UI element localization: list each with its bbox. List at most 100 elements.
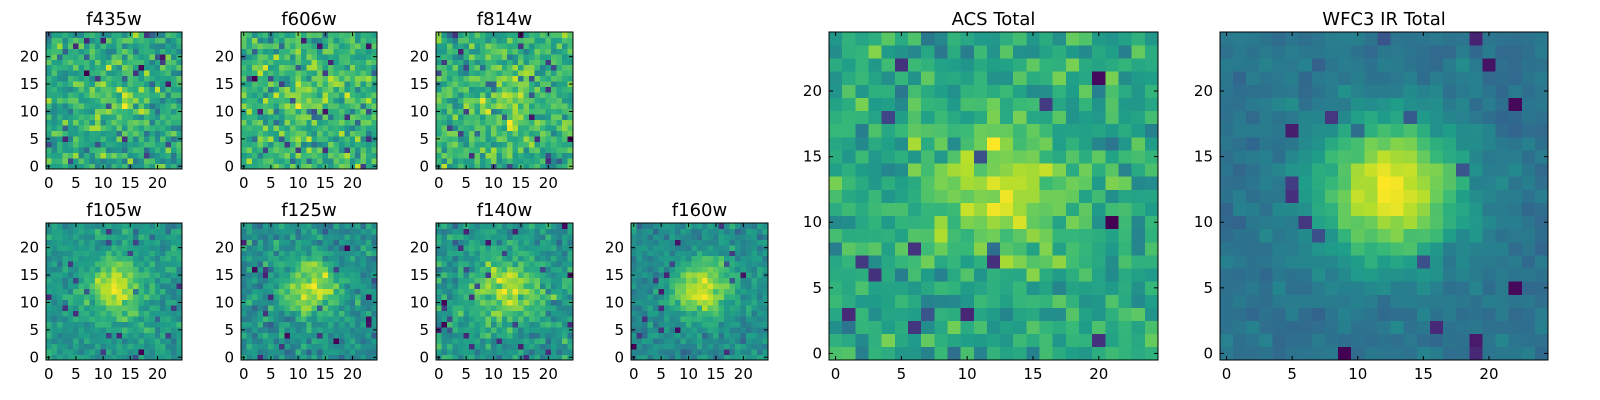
heatmap-cell <box>300 299 307 306</box>
heatmap-cell <box>746 261 752 268</box>
heatmap-cell <box>647 349 654 355</box>
heatmap-cell <box>154 272 161 279</box>
heatmap-cell <box>300 327 307 333</box>
heatmap-cell <box>333 354 340 361</box>
heatmap-cell <box>268 97 274 104</box>
heatmap-cell <box>111 255 118 262</box>
heatmap-cell <box>355 294 362 301</box>
heatmap-cell <box>680 305 687 312</box>
heatmap-cell <box>713 310 720 317</box>
heatmap-cell <box>371 130 378 137</box>
heatmap-cell <box>251 70 258 77</box>
heatmap-cell <box>165 147 172 153</box>
heatmap-cell <box>317 125 323 131</box>
heatmap-cell <box>647 343 654 350</box>
heatmap-cell <box>349 266 356 273</box>
heatmap-cell <box>713 250 720 257</box>
heatmap-cell <box>496 283 503 290</box>
heatmap-cell <box>300 42 307 49</box>
heatmap-cell <box>718 343 725 350</box>
heatmap-cell <box>122 81 128 88</box>
heatmap-cell <box>149 305 156 312</box>
heatmap-cell <box>523 86 530 93</box>
heatmap-cell <box>960 294 975 308</box>
heatmap-cell <box>1013 346 1027 361</box>
heatmap-cell <box>751 343 758 350</box>
heatmap-cell <box>485 343 492 350</box>
heatmap-cell <box>641 299 648 306</box>
heatmap-cell <box>947 333 961 348</box>
heatmap-cell <box>452 125 459 131</box>
heatmap-cell <box>446 141 453 148</box>
heatmap-cell <box>160 310 167 317</box>
heatmap-cell <box>116 255 123 262</box>
heatmap-cell <box>251 59 258 66</box>
heatmap-cell <box>751 261 758 268</box>
heatmap-cell <box>1105 228 1119 243</box>
heatmap-cell <box>317 266 323 273</box>
heatmap-cell <box>176 125 183 131</box>
heatmap-cell <box>251 119 258 126</box>
heatmap-cell <box>105 321 112 328</box>
heatmap-cell <box>762 310 769 317</box>
heatmap-cell <box>463 114 470 121</box>
heatmap-cell <box>322 261 329 268</box>
heatmap-cell <box>317 349 323 355</box>
heatmap-cell <box>1118 202 1133 217</box>
heatmap-cell <box>246 37 253 44</box>
heatmap-cell <box>523 327 530 333</box>
heatmap-cell <box>111 305 118 312</box>
heatmap-cell <box>366 327 372 333</box>
heatmap-cell <box>366 125 372 131</box>
heatmap-cell <box>512 75 519 82</box>
heatmap-cell <box>702 250 709 257</box>
heatmap-cell <box>551 277 557 284</box>
heatmap-cell <box>441 250 448 257</box>
heatmap-cell <box>512 228 519 235</box>
heatmap-cell <box>149 70 156 77</box>
heatmap-cell <box>251 163 258 170</box>
heatmap-cell <box>355 354 362 361</box>
heatmap-cell <box>100 86 107 93</box>
heatmap-cell <box>371 228 378 235</box>
x-tick-label: 10 <box>94 174 113 192</box>
heatmap-cell <box>273 305 280 312</box>
heatmap-cell <box>89 283 96 290</box>
heatmap-cell <box>663 261 670 268</box>
heatmap-cell <box>540 81 546 88</box>
heatmap-cell <box>441 305 448 312</box>
y-tick-label: 15 <box>410 266 429 284</box>
heatmap-cell <box>636 255 643 262</box>
heatmap-cell <box>360 75 367 82</box>
heatmap-cell <box>523 158 530 164</box>
heatmap-cell <box>127 103 134 110</box>
heatmap-cell <box>518 261 525 268</box>
y-tick-label: 0 <box>614 348 624 366</box>
heatmap-cell <box>1092 176 1106 190</box>
heatmap-cell <box>171 103 177 110</box>
heatmap-cell <box>545 136 552 142</box>
heatmap-cell <box>707 299 714 306</box>
heatmap-cell <box>696 332 703 339</box>
heatmap-cell <box>51 294 58 301</box>
heatmap-cell <box>529 42 535 49</box>
heatmap-cell <box>474 119 481 126</box>
heatmap-cell <box>165 125 172 131</box>
heatmap-cell <box>51 158 58 164</box>
heatmap-cell <box>881 215 896 230</box>
heatmap-cell <box>349 147 356 153</box>
heatmap-cell <box>567 158 574 164</box>
heatmap-cell <box>868 307 882 321</box>
heatmap-cell <box>1052 333 1067 348</box>
heatmap-cell <box>56 70 63 77</box>
heatmap-cell <box>545 343 552 350</box>
heatmap-cell <box>724 349 730 355</box>
heatmap-cell <box>479 321 486 328</box>
heatmap-cell <box>122 152 128 159</box>
heatmap-cell <box>663 338 670 344</box>
heatmap-cell <box>523 53 530 60</box>
heatmap-cell <box>446 321 453 328</box>
heatmap-cell <box>56 321 63 328</box>
